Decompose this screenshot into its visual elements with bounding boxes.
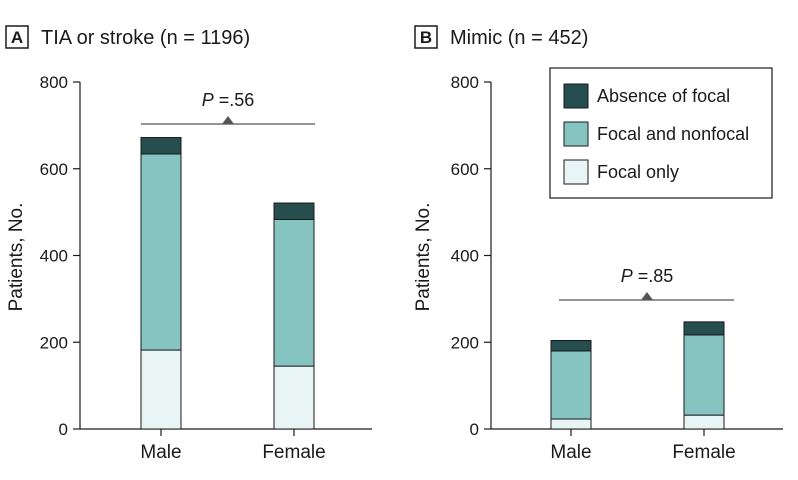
panel-b-y-tick-label: 400 [451, 247, 479, 266]
panel-b-pvalue-letter: P [621, 266, 633, 286]
panel-a: A TIA or stroke (n = 1196) Patients, No.… [5, 25, 372, 463]
panel-b-title: Mimic (n = 452) [450, 27, 588, 49]
panel-a-bar-female-focal-only [273, 365, 315, 430]
panel-b-bar-male-focal-only [550, 418, 592, 430]
panel-a-y-tick-label: 200 [40, 333, 68, 352]
panel-b: B Mimic (n = 452) Patients, No. 0 200 400 6… [413, 25, 783, 463]
panel-a-bar-male-absence-of-focal [140, 137, 182, 155]
panel-a-y-tick-label: 800 [40, 73, 68, 92]
panel-b-y-tick-label: 0 [470, 420, 479, 439]
legend-swatch-focal-only [563, 159, 589, 185]
panel-a-bars [140, 137, 315, 430]
panel-b-y-axis-label: Patients, No. [413, 203, 434, 312]
panel-a-bar-female-absence-of-focal [273, 202, 315, 220]
panel-a-y-tick-label: 400 [40, 247, 68, 266]
panel-b-y-tick-label: 800 [451, 73, 479, 92]
legend-label-absence: Absence of focal [597, 86, 730, 106]
panel-a-pvalue: P =.56 [202, 90, 255, 110]
panel-a-axis: 0 200 400 600 800 Male Female [40, 73, 372, 463]
panel-a-badge [5, 25, 29, 49]
panel-b-pvalue: P =.85 [621, 266, 674, 286]
panel-a-y-axis-label: Patients, No. [6, 203, 27, 312]
legend: Absence of focal Focal and nonfocal Foca… [549, 67, 773, 199]
panel-a-bar-male-focal-and-nonfocal [140, 153, 182, 351]
panel-b-y-tick-label: 200 [451, 333, 479, 352]
panel-b-bars [550, 321, 725, 430]
panel-b-bar-male-absence-of-focal [550, 340, 592, 352]
panel-a-y-tick-label: 600 [40, 160, 68, 179]
panel-a-title: TIA or stroke (n = 1196) [41, 27, 250, 49]
panel-a-x-tick-label-female: Female [262, 442, 325, 463]
panel-b-y-tick-label: 600 [451, 160, 479, 179]
panel-a-pvalue-letter: P [202, 90, 214, 110]
panel-b-letter: B [420, 28, 432, 47]
panel-a-bar-female-focal-and-nonfocal [273, 218, 315, 367]
panel-a-y-tick-label: 0 [59, 420, 68, 439]
panel-b-x-tick-label-male: Male [550, 442, 591, 463]
legend-swatch-absence [563, 83, 589, 109]
panel-b-axis: 0 200 400 600 800 Male Female [451, 73, 783, 463]
panel-a-bar-male-focal-only [140, 349, 182, 430]
legend-label-focal-only: Focal only [597, 162, 679, 182]
legend-label-focal-nonfocal: Focal and nonfocal [597, 124, 749, 144]
panel-b-x-tick-label-female: Female [672, 442, 735, 463]
panel-a-x-tick-label-male: Male [140, 442, 181, 463]
panel-b-badge [414, 25, 438, 49]
panel-b-bar-male-focal-and-nonfocal [550, 350, 592, 420]
panel-b-bar-female-focal-only [683, 414, 725, 430]
legend-swatch-focal-nonfocal [563, 121, 589, 147]
panel-a-pvalue-marker [222, 116, 234, 124]
panel-b-pvalue-marker [641, 292, 653, 300]
panel-a-letter: A [11, 28, 23, 47]
panel-b-pvalue-number: =.85 [633, 266, 674, 286]
panel-b-bar-female-absence-of-focal [683, 321, 725, 336]
panel-b-bar-female-focal-and-nonfocal [683, 334, 725, 416]
panel-a-pvalue-number: =.56 [214, 90, 255, 110]
